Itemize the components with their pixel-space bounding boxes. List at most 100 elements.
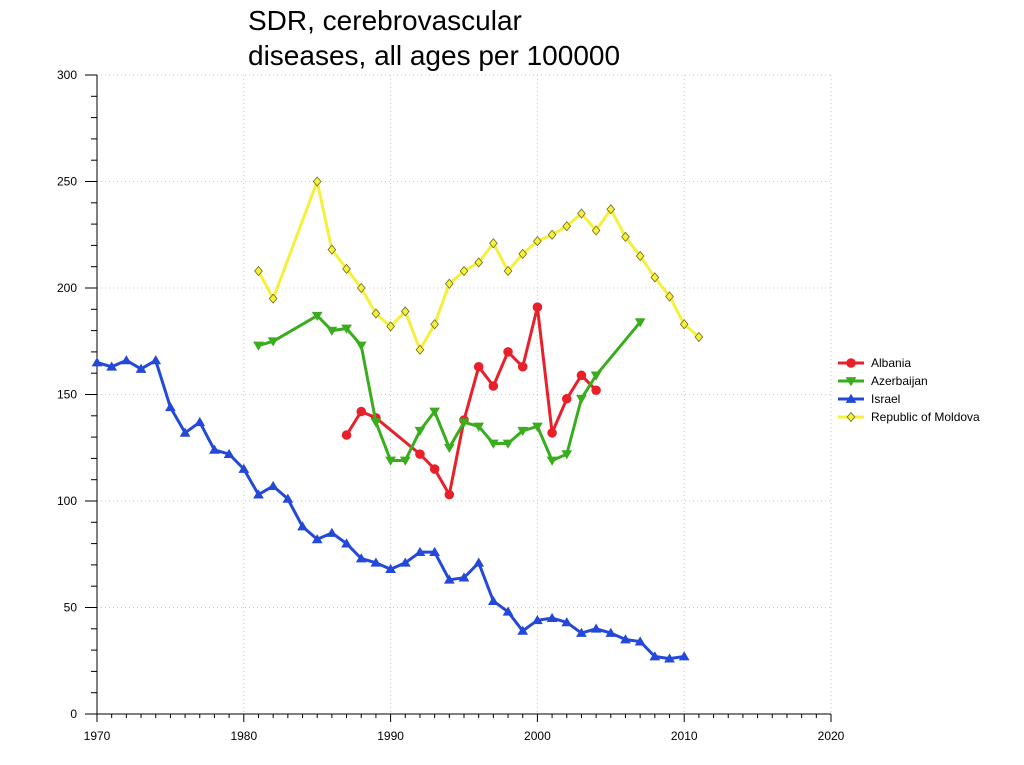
data-point-republic-of-moldova-1985 [312,176,322,187]
data-point-israel-2002 [561,617,573,627]
data-point-republic-of-moldova-2010 [679,319,689,330]
x-tick-label-1980: 1980 [230,729,257,743]
data-point-republic-of-moldova-1991 [400,306,410,317]
data-point-azerbaijan-1997 [487,439,499,449]
data-point-republic-of-moldova-1986 [327,244,337,255]
data-point-azerbaijan-1990 [385,456,396,466]
data-point-republic-of-moldova-2007 [635,250,645,262]
y-tick-label-150: 150 [57,388,77,402]
data-point-azerbaijan-1986 [326,326,338,336]
data-point-israel-1971 [106,361,118,371]
data-point-israel-2004 [590,623,602,633]
data-point-republic-of-moldova-2004 [591,225,601,236]
legend: Albania Azerbaijan Israel Republic of Moldo… [838,356,980,424]
data-point-azerbaijan-2000 [532,422,543,432]
data-point-azerbaijan-1982 [267,337,279,347]
data-point-israel-1979 [223,448,235,459]
data-point-israel-2006 [620,634,631,644]
data-point-israel-1996 [473,557,485,567]
data-point-republic-of-moldova-1998 [503,265,513,277]
data-point-republic-of-moldova-2011 [694,331,704,343]
data-point-azerbaijan-1994 [443,443,455,454]
data-point-azerbaijan-1995 [458,418,470,428]
y-tick-label-200: 200 [57,281,77,295]
data-point-republic-of-moldova-1987 [342,263,351,274]
data-point-israel-2001 [546,612,558,623]
y-tick-label-100: 100 [57,494,77,508]
series-line-albania [345,305,598,497]
series-republic-of-moldova [254,176,704,355]
data-point-azerbaijan-2003 [576,394,587,405]
data-point-azerbaijan-1985 [311,311,323,321]
data-point-republic-of-moldova-1992 [415,344,425,355]
data-point-azerbaijan-1988 [355,341,367,351]
data-point-albania-1988 [356,406,367,417]
data-point-israel-1994 [443,574,455,584]
legend-item-azerbaijan: Azerbaijan [838,374,928,388]
data-point-republic-of-moldova-2005 [606,204,616,215]
series-albania [341,302,601,500]
x-tick-label-2010: 2010 [671,729,698,743]
series-line-azerbaijan [258,314,642,462]
data-point-israel-1981 [253,489,264,499]
data-point-israel-2010 [678,651,690,661]
data-point-republic-of-moldova-1990 [386,321,395,332]
data-point-israel-1982 [267,480,279,490]
data-point-israel-1991 [399,557,411,567]
data-point-republic-of-moldova-1995 [459,265,469,277]
data-point-azerbaijan-2002 [561,450,573,460]
data-point-albania-2004 [591,385,601,396]
legend-item-republic-of-moldova: Republic of Moldova [838,410,980,424]
data-point-israel-1993 [429,546,441,556]
data-point-azerbaijan-1993 [429,407,441,417]
data-point-israel-1987 [341,538,352,548]
data-point-republic-of-moldova-1999 [518,248,528,260]
data-point-azerbaijan-1991 [399,456,411,466]
legend-item-albania: Albania [838,356,911,370]
data-point-republic-of-moldova-1993 [430,319,439,330]
series-israel [91,355,690,663]
legend-label-azerbaijan: Azerbaijan [871,374,928,388]
data-point-republic-of-moldova-1988 [356,282,366,294]
data-point-albania-2000 [532,302,543,312]
legend-label-albania: Albania [871,356,911,370]
data-point-republic-of-moldova-1989 [371,308,381,319]
data-point-israel-2007 [634,636,646,646]
data-point-israel-2008 [649,651,661,661]
legend-marker-israel [845,393,857,403]
data-point-republic-of-moldova-2000 [533,236,542,247]
data-point-israel-1988 [355,553,367,563]
data-point-republic-of-moldova-2009 [665,291,674,302]
data-point-israel-2000 [532,615,543,625]
data-point-republic-of-moldova-2008 [650,272,660,283]
data-point-israel-1999 [517,625,529,635]
data-point-azerbaijan-2007 [634,318,646,328]
data-point-israel-1989 [370,557,382,567]
data-point-israel-1992 [414,546,426,556]
data-point-azerbaijan-2001 [546,456,558,466]
data-point-israel-1985 [311,534,323,544]
data-point-albania-1987 [341,430,352,440]
axes: 0 50 100 150 200 250 300 1970 1980 1990 2000 2010 20… [57,68,845,743]
data-point-republic-of-moldova-1994 [444,278,454,289]
data-point-israel-1980 [238,463,250,473]
data-point-republic-of-moldova-2006 [621,231,630,242]
x-tick-label-1970: 1970 [84,729,111,743]
y-tick-label-300: 300 [57,68,77,82]
legend-marker-azerbaijan [845,377,857,387]
data-point-azerbaijan-1992 [414,426,426,436]
data-point-israel-1995 [458,572,470,582]
data-point-republic-of-moldova-1996 [474,257,484,268]
data-point-republic-of-moldova-2001 [547,229,557,240]
y-tick-label-0: 0 [70,707,77,721]
data-point-azerbaijan-1981 [253,341,264,351]
data-point-azerbaijan-1998 [502,439,514,449]
legend-marker-republic-of-moldova [846,411,856,423]
data-point-republic-of-moldova-2002 [562,221,572,232]
data-point-azerbaijan-1989 [370,418,382,428]
data-point-israel-1997 [487,595,499,605]
legend-label-republic-of-moldova: Republic of Moldova [871,410,980,424]
data-point-albania-1996 [473,362,484,372]
legend-item-israel: Israel [838,392,900,406]
